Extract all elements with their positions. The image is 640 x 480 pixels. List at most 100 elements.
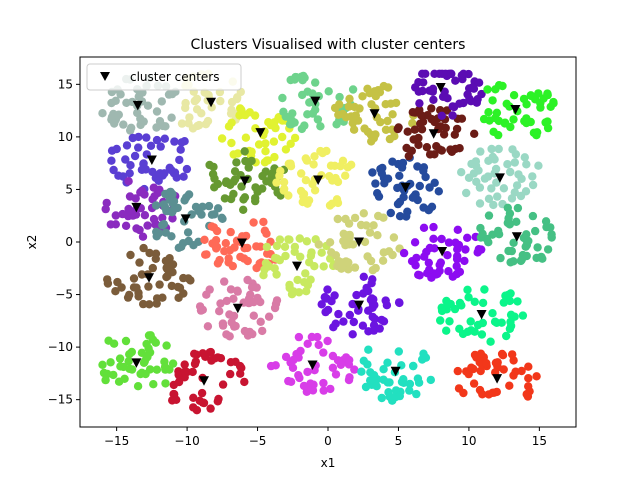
scatter-point [457, 301, 466, 310]
scatter-point [125, 206, 135, 215]
scatter-point [266, 361, 276, 371]
scatter-point [470, 297, 479, 306]
scatter-point [249, 297, 258, 307]
scatter-point [359, 209, 368, 218]
scatter-point [484, 390, 493, 399]
scatter-point [478, 229, 487, 238]
scatter-point [489, 200, 498, 210]
scatter-point [216, 96, 225, 106]
scatter-point [149, 380, 158, 389]
scatter-point [307, 332, 317, 342]
scatter-point [477, 330, 487, 339]
scatter-point [344, 375, 354, 385]
scatter-point [286, 159, 295, 168]
scatter-point [256, 317, 265, 326]
scatter-point [307, 248, 316, 257]
scatter-point [319, 348, 328, 357]
scatter-point [288, 109, 297, 118]
scatter-point [425, 265, 434, 274]
scatter-point [519, 94, 529, 104]
scatter-point [207, 103, 216, 112]
scatter-point [437, 111, 446, 121]
scatter-point [510, 158, 519, 167]
scatter-point [249, 311, 258, 320]
scatter-point [264, 118, 273, 127]
scatter-point [169, 389, 178, 399]
x-axis-label: x1 [321, 456, 336, 470]
scatter-point [294, 288, 304, 297]
scatter-point [455, 99, 464, 108]
scatter-point [244, 163, 253, 172]
x-axis-ticks: −15 −10 −5 0 5 10 15 [104, 427, 547, 448]
scatter-point [509, 91, 519, 100]
scatter-point [322, 146, 331, 156]
scatter-point [248, 329, 257, 339]
scatter-point [264, 312, 274, 321]
scatter-point [158, 213, 167, 222]
scatter-point [237, 105, 246, 115]
scatter-point [163, 206, 172, 216]
scatter-point [389, 393, 398, 403]
scatter-point [229, 294, 238, 303]
scatter-point [425, 150, 435, 159]
scatter-point [198, 305, 207, 314]
scatter-point [261, 259, 271, 268]
scatter-point [240, 193, 250, 202]
scatter-point [152, 365, 162, 374]
scatter-point [408, 119, 417, 128]
scatter-point [331, 251, 341, 260]
scatter-point [379, 317, 389, 326]
scatter-point [395, 391, 404, 401]
scatter-point [270, 118, 279, 127]
scatter-point [163, 271, 172, 281]
scatter-point [188, 367, 197, 377]
scatter-point [152, 294, 162, 303]
scatter-point [427, 273, 436, 282]
scatter-point [379, 375, 388, 384]
scatter-point [526, 91, 536, 101]
scatter-point [332, 120, 341, 129]
scatter-point [448, 111, 457, 120]
scatter-point [487, 144, 496, 154]
scatter-point [494, 230, 504, 239]
scatter-point [136, 114, 145, 123]
scatter-point [451, 76, 460, 85]
scatter-point [302, 287, 311, 296]
scatter-point [302, 237, 312, 246]
scatter-point [334, 309, 343, 319]
scatter-point [411, 261, 420, 270]
scatter-point [470, 129, 479, 138]
y-tick-label: 10 [58, 130, 73, 144]
scatter-point [311, 105, 320, 115]
cluster-center-marker [232, 303, 243, 314]
scatter-point [528, 211, 538, 221]
scatter-point [347, 160, 356, 169]
scatter-point [228, 261, 237, 271]
scatter-point [433, 269, 442, 279]
scatter-point [298, 90, 307, 100]
scatter-point [226, 194, 236, 204]
scatter-point [447, 147, 457, 156]
scatter-point [441, 123, 450, 133]
scatter-point [324, 87, 333, 96]
scatter-point [206, 404, 215, 413]
scatter-point [507, 194, 517, 203]
scatter-point [179, 273, 188, 283]
scatter-point [125, 192, 135, 201]
scatter-point [337, 264, 346, 273]
scatter-point [145, 300, 154, 309]
scatter-point [332, 195, 342, 204]
scatter-point [476, 366, 485, 376]
scatter-point [112, 144, 121, 154]
scatter-point [480, 285, 489, 294]
cluster-center-marker [237, 238, 248, 249]
scatter-point [272, 178, 281, 187]
cluster-center-marker [494, 173, 505, 183]
scatter-point [177, 119, 187, 128]
scatter-point [260, 158, 270, 167]
scatter-point [370, 87, 379, 96]
scatter-point [182, 164, 192, 174]
scatter-point [233, 286, 242, 295]
scatter-point [146, 141, 156, 150]
scatter-point [361, 382, 371, 392]
